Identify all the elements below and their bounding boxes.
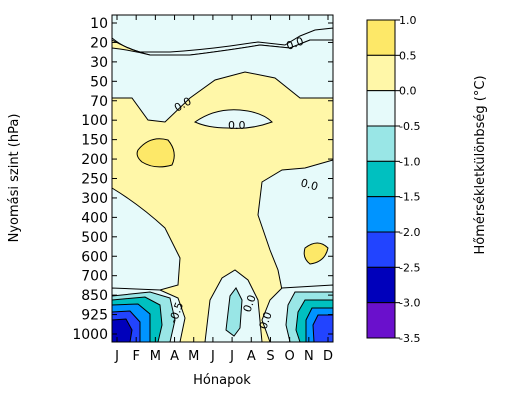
x-tick-label: D bbox=[323, 349, 333, 364]
contour-label: 0.0 bbox=[299, 176, 319, 193]
y-tick-label: 100 bbox=[81, 113, 108, 129]
region-low-mid-1 bbox=[225, 287, 243, 337]
colorbar-tick-label: -2.0 bbox=[399, 226, 420, 239]
region-left-negative bbox=[111, 187, 181, 291]
region-strat-negative bbox=[111, 39, 334, 123]
colorbar-label: Hőmérsékletkülönbség (°C) bbox=[473, 75, 488, 254]
y-tick-label: 925 bbox=[81, 308, 108, 324]
x-tick-label: F bbox=[132, 349, 139, 364]
x-tick-label: S bbox=[266, 349, 274, 364]
region-lens-negative bbox=[193, 109, 273, 129]
y-tick-label: 10 bbox=[90, 16, 108, 32]
colorbar-band bbox=[366, 231, 396, 268]
y-axis: 10 20 30 50 70 100 150 200 250 300 400 500 600 700 850… bbox=[72, 16, 333, 343]
x-tick-label: J bbox=[229, 349, 234, 364]
colorbar-band bbox=[366, 196, 396, 233]
y-tick-label: 600 bbox=[81, 249, 108, 265]
y-tick-label: 20 bbox=[90, 35, 108, 51]
y-tick-label: 850 bbox=[81, 288, 108, 304]
colorbar-tick-label: -3.5 bbox=[399, 332, 420, 345]
y-tick-label: 150 bbox=[81, 133, 108, 149]
y-tick-label: 250 bbox=[81, 172, 108, 188]
colorbar-tick-label: -1.5 bbox=[399, 191, 420, 204]
colorbar-band bbox=[366, 266, 396, 304]
colorbar-band bbox=[366, 90, 396, 127]
colorbar-tick-label: 0.5 bbox=[399, 49, 417, 62]
x-tick-label: A bbox=[247, 349, 256, 364]
colorbar-tick-label: -3.0 bbox=[399, 297, 420, 310]
x-tick-label: J bbox=[114, 349, 119, 364]
y-tick-label: 70 bbox=[90, 94, 108, 110]
contour-label: 0.0 bbox=[257, 310, 275, 331]
y-tick-label: 30 bbox=[90, 55, 108, 71]
contour-label: 0.0 bbox=[241, 293, 259, 314]
colorbar-tick-label: -0.5 bbox=[399, 120, 420, 133]
y-axis-label: Nyomási szint (hPa) bbox=[7, 114, 22, 243]
x-tick-label: J bbox=[210, 349, 215, 364]
region-top-positive bbox=[111, 14, 334, 53]
colorbar-band bbox=[366, 302, 396, 339]
y-tick-label: 200 bbox=[81, 152, 108, 168]
x-tick-label: M bbox=[150, 349, 161, 364]
colorbar-band bbox=[366, 160, 396, 198]
y-tick-label: 400 bbox=[81, 210, 108, 226]
colorbar-tick-label: 0.0 bbox=[399, 85, 417, 98]
colorbar-band bbox=[366, 54, 396, 92]
colorbar-band bbox=[366, 19, 396, 56]
region-positive-patch bbox=[136, 138, 175, 168]
x-tick-label: M bbox=[188, 349, 199, 364]
contour-label: 0.0 bbox=[285, 35, 306, 53]
colorbar: 1.0 0.5 0.0 -0.5 -1.0 -1.5 -2.0 -2.5 -3.0 -3.5 bbox=[366, 14, 420, 345]
x-tick-label: N bbox=[304, 349, 314, 364]
colorbar-tick-label: 1.0 bbox=[399, 14, 417, 27]
colorbar-tick-label: -2.5 bbox=[399, 261, 420, 274]
y-tick-label: 700 bbox=[81, 269, 108, 285]
x-axis-label: Hónapok bbox=[193, 373, 251, 388]
colorbar-tick-label: -1.0 bbox=[399, 155, 420, 168]
x-tick-label: O bbox=[285, 349, 295, 364]
x-tick-label: A bbox=[170, 349, 179, 364]
region-right-positive bbox=[303, 242, 329, 265]
contour-fills bbox=[111, 14, 334, 343]
region-low-right-4 bbox=[312, 314, 334, 343]
contour-label: 0.0 bbox=[228, 119, 246, 132]
colorbar-band bbox=[366, 125, 396, 162]
y-tick-label: 300 bbox=[81, 191, 108, 207]
y-tick-label: 1000 bbox=[72, 327, 108, 343]
y-tick-label: 500 bbox=[81, 230, 108, 246]
y-tick-label: 50 bbox=[90, 74, 108, 90]
